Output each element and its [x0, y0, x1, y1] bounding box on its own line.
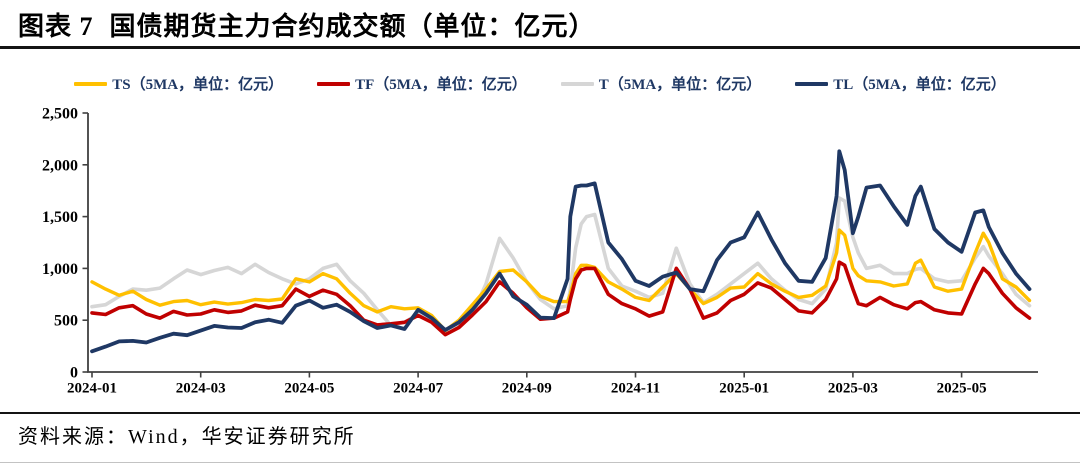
x-tick-label: 2025-03 [828, 381, 878, 397]
y-tick-label: 1,000 [42, 261, 78, 278]
plot: 0 500 1,000 1,500 2,000 2,500 2024-01 2024-03 20… [42, 106, 1038, 397]
legend-label-tf: TF（5MA，单位：亿元） [355, 77, 527, 93]
x-tick-label: 2025-05 [937, 381, 987, 397]
title-divider [0, 46, 1080, 49]
legend-label-ts: TS（5MA，单位：亿元） [112, 77, 284, 93]
source-text: 资料来源：Wind，华安证券研究所 [18, 426, 356, 448]
y-tick-label: 2,000 [42, 157, 78, 174]
y-tick-label: 1,500 [42, 209, 78, 226]
series-line-tl [90, 149, 1032, 354]
bottom-divider [0, 462, 1080, 463]
x-tick-label: 2024-01 [67, 381, 117, 397]
series-line-ts [90, 228, 1032, 333]
legend-item-t: T（5MA，单位：亿元） [560, 73, 762, 94]
report-header: 图表 7 国债期货主力合约成交额（单位：亿元） [0, 0, 1080, 42]
legend-item-tf: TF（5MA，单位：亿元） [317, 73, 527, 94]
footer-divider [0, 412, 1080, 414]
figure-title-text: 国债期货主力合约成交额（单位：亿元） [109, 12, 596, 41]
legend-marker-t [560, 81, 594, 86]
axis-lines [87, 113, 1038, 373]
legend-label-t: T（5MA，单位：亿元） [598, 77, 762, 93]
figure-number: 图表 7 [18, 12, 94, 41]
source-note: 资料来源：Wind，华安证券研究所 [0, 414, 1080, 450]
x-tick-label: 2024-07 [393, 381, 443, 397]
y-tick-label: 2,500 [42, 106, 78, 123]
legend-marker-ts [74, 81, 108, 86]
y-tick-label: 0 [70, 365, 78, 382]
legend-item-tl: TL（5MA，单位：亿元） [795, 73, 1006, 94]
series-line-tf [90, 260, 1032, 337]
chart-legend: TS（5MA，单位：亿元） TF（5MA，单位：亿元） T（5MA，单位：亿元） TL… [0, 73, 1080, 94]
y-tick-label: 500 [54, 313, 78, 330]
series-line-t [90, 196, 1032, 334]
chart-area: 0 500 1,000 1,500 2,000 2,500 2024-01 2024-03 20… [0, 58, 1080, 403]
x-tick-label: 2024-03 [176, 381, 226, 397]
legend-item-ts: TS（5MA，单位：亿元） [74, 73, 283, 94]
figure-title: 图表 7 国债期货主力合约成交额（单位：亿元） [18, 12, 1062, 42]
x-tick-label: 2024-09 [502, 381, 552, 397]
x-tick-label: 2024-11 [611, 381, 660, 397]
legend-label-tl: TL（5MA，单位：亿元） [833, 77, 1006, 93]
x-tick-label: 2025-01 [719, 381, 769, 397]
x-tick-label: 2024-05 [284, 381, 334, 397]
legend-marker-tl [795, 81, 829, 86]
legend-marker-tf [317, 81, 351, 86]
